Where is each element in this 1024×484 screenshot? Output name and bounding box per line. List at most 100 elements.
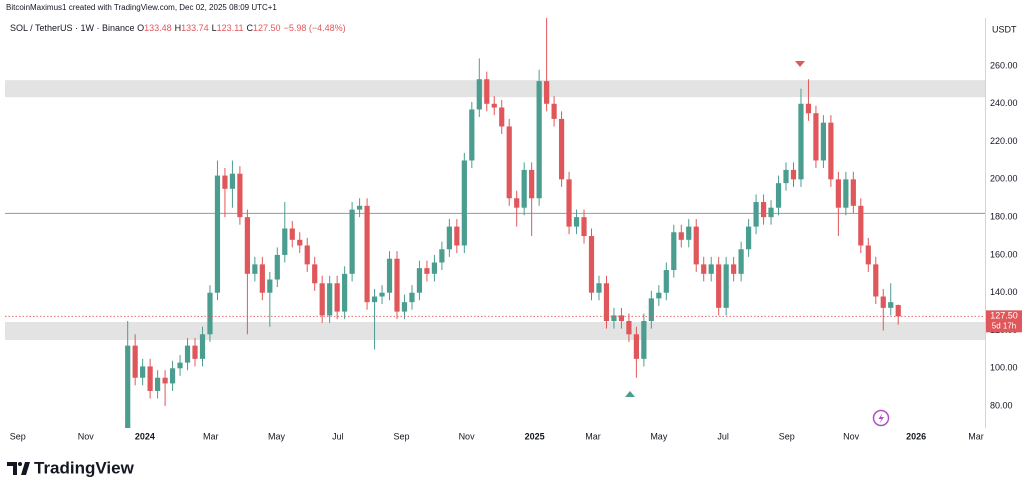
candle-body [746, 226, 752, 250]
candle-body [544, 81, 550, 104]
candle-body [267, 279, 273, 293]
logo [7, 462, 30, 475]
last-price-label: 127.50 [990, 311, 1018, 321]
countdown-label: 5d 17h [992, 321, 1016, 330]
legend-value: 127.50 [253, 23, 281, 33]
candle-body [738, 249, 744, 274]
y-tick-label: 80.00 [990, 400, 1013, 410]
candle-body [588, 236, 595, 293]
candle-body [125, 345, 131, 428]
candle-body [731, 264, 737, 274]
candle-body [888, 302, 894, 308]
candle-body [671, 232, 677, 271]
candle-body [775, 183, 782, 208]
x-tick-label: Nov [78, 431, 95, 441]
candle-body [865, 245, 871, 265]
x-tick-label: Jul [332, 431, 344, 441]
candle-body [409, 292, 415, 303]
candle-body [282, 228, 288, 255]
candle-body [446, 226, 452, 250]
candle-body [843, 179, 849, 208]
candle-body [229, 173, 236, 189]
candle-body [558, 118, 565, 180]
y-tick-label: 100.00 [990, 363, 1018, 373]
x-tick-label: 2024 [135, 431, 155, 441]
candle-body [708, 264, 714, 274]
candle-body [252, 264, 258, 274]
candle-body [401, 302, 408, 312]
candle-body [656, 292, 662, 299]
zone [5, 80, 985, 98]
x-tick-label: 2026 [906, 431, 926, 441]
sell-marker [795, 61, 805, 67]
candle-body [259, 264, 265, 293]
x-tick-label: May [650, 431, 668, 441]
candle-body [237, 173, 243, 218]
candle-body [207, 292, 213, 335]
candle-body [244, 217, 250, 274]
candle-body [506, 126, 512, 199]
y-tick-label: 220.00 [990, 136, 1018, 146]
legend-value: 133.74 [181, 23, 209, 33]
y-tick-label: 260.00 [990, 60, 1018, 70]
candle-body [536, 81, 542, 199]
candle-body [334, 283, 340, 312]
x-tick-label: Sep [779, 431, 795, 441]
candle-body [431, 262, 438, 274]
candle-body [828, 122, 834, 180]
candle-body [177, 362, 183, 369]
candle-body [192, 345, 198, 359]
candle-body [349, 209, 355, 274]
currency-label: USDT [992, 24, 1017, 34]
y-tick-label: 160.00 [990, 249, 1018, 259]
candle-body [222, 175, 228, 189]
candle-body [678, 232, 684, 240]
candle-body [768, 207, 774, 218]
candle-body [162, 377, 168, 384]
candle-body [573, 217, 580, 227]
candle-body [633, 334, 639, 359]
y-tick-label: 140.00 [990, 287, 1018, 297]
candle-body [386, 258, 393, 293]
candle-body [581, 217, 587, 237]
candle-body [439, 249, 445, 263]
candle-body [491, 103, 497, 108]
candle-body [424, 268, 430, 274]
candle-body [140, 366, 146, 378]
candle-body [626, 321, 632, 335]
footer-brand: TradingView [34, 458, 135, 477]
candle-body [469, 109, 475, 161]
legend-value: 123.11 [217, 23, 244, 33]
x-tick-label: Nov [843, 431, 860, 441]
legend-change: −5.98 (−4.48%) [284, 23, 346, 33]
candle-body [858, 205, 864, 246]
candle-body [184, 345, 191, 363]
candle-body [297, 239, 303, 246]
candle-body [663, 270, 669, 293]
header: BitcoinMaximus1 created with TradingView… [6, 3, 277, 12]
x-tick-label: Mar [968, 431, 984, 441]
candle-body [701, 264, 707, 274]
candle-body [529, 169, 535, 199]
candle-body [312, 264, 318, 284]
candle-body [169, 368, 176, 384]
candle-body [371, 296, 378, 303]
candle-body [760, 202, 767, 218]
candle-body [416, 268, 423, 293]
legend-key: O [137, 23, 144, 33]
candle-body [611, 315, 617, 322]
candle-body [895, 305, 901, 317]
candle-body [641, 321, 647, 359]
y-tick-label: 240.00 [990, 98, 1018, 108]
candle-body [364, 205, 370, 303]
candle-body [805, 103, 812, 114]
candle-body [289, 228, 295, 240]
candle-body [304, 245, 310, 265]
candle-body [753, 202, 759, 227]
zone [5, 322, 985, 340]
candle-body [618, 315, 625, 322]
candle-body [155, 377, 161, 391]
x-tick-label: May [268, 431, 286, 441]
